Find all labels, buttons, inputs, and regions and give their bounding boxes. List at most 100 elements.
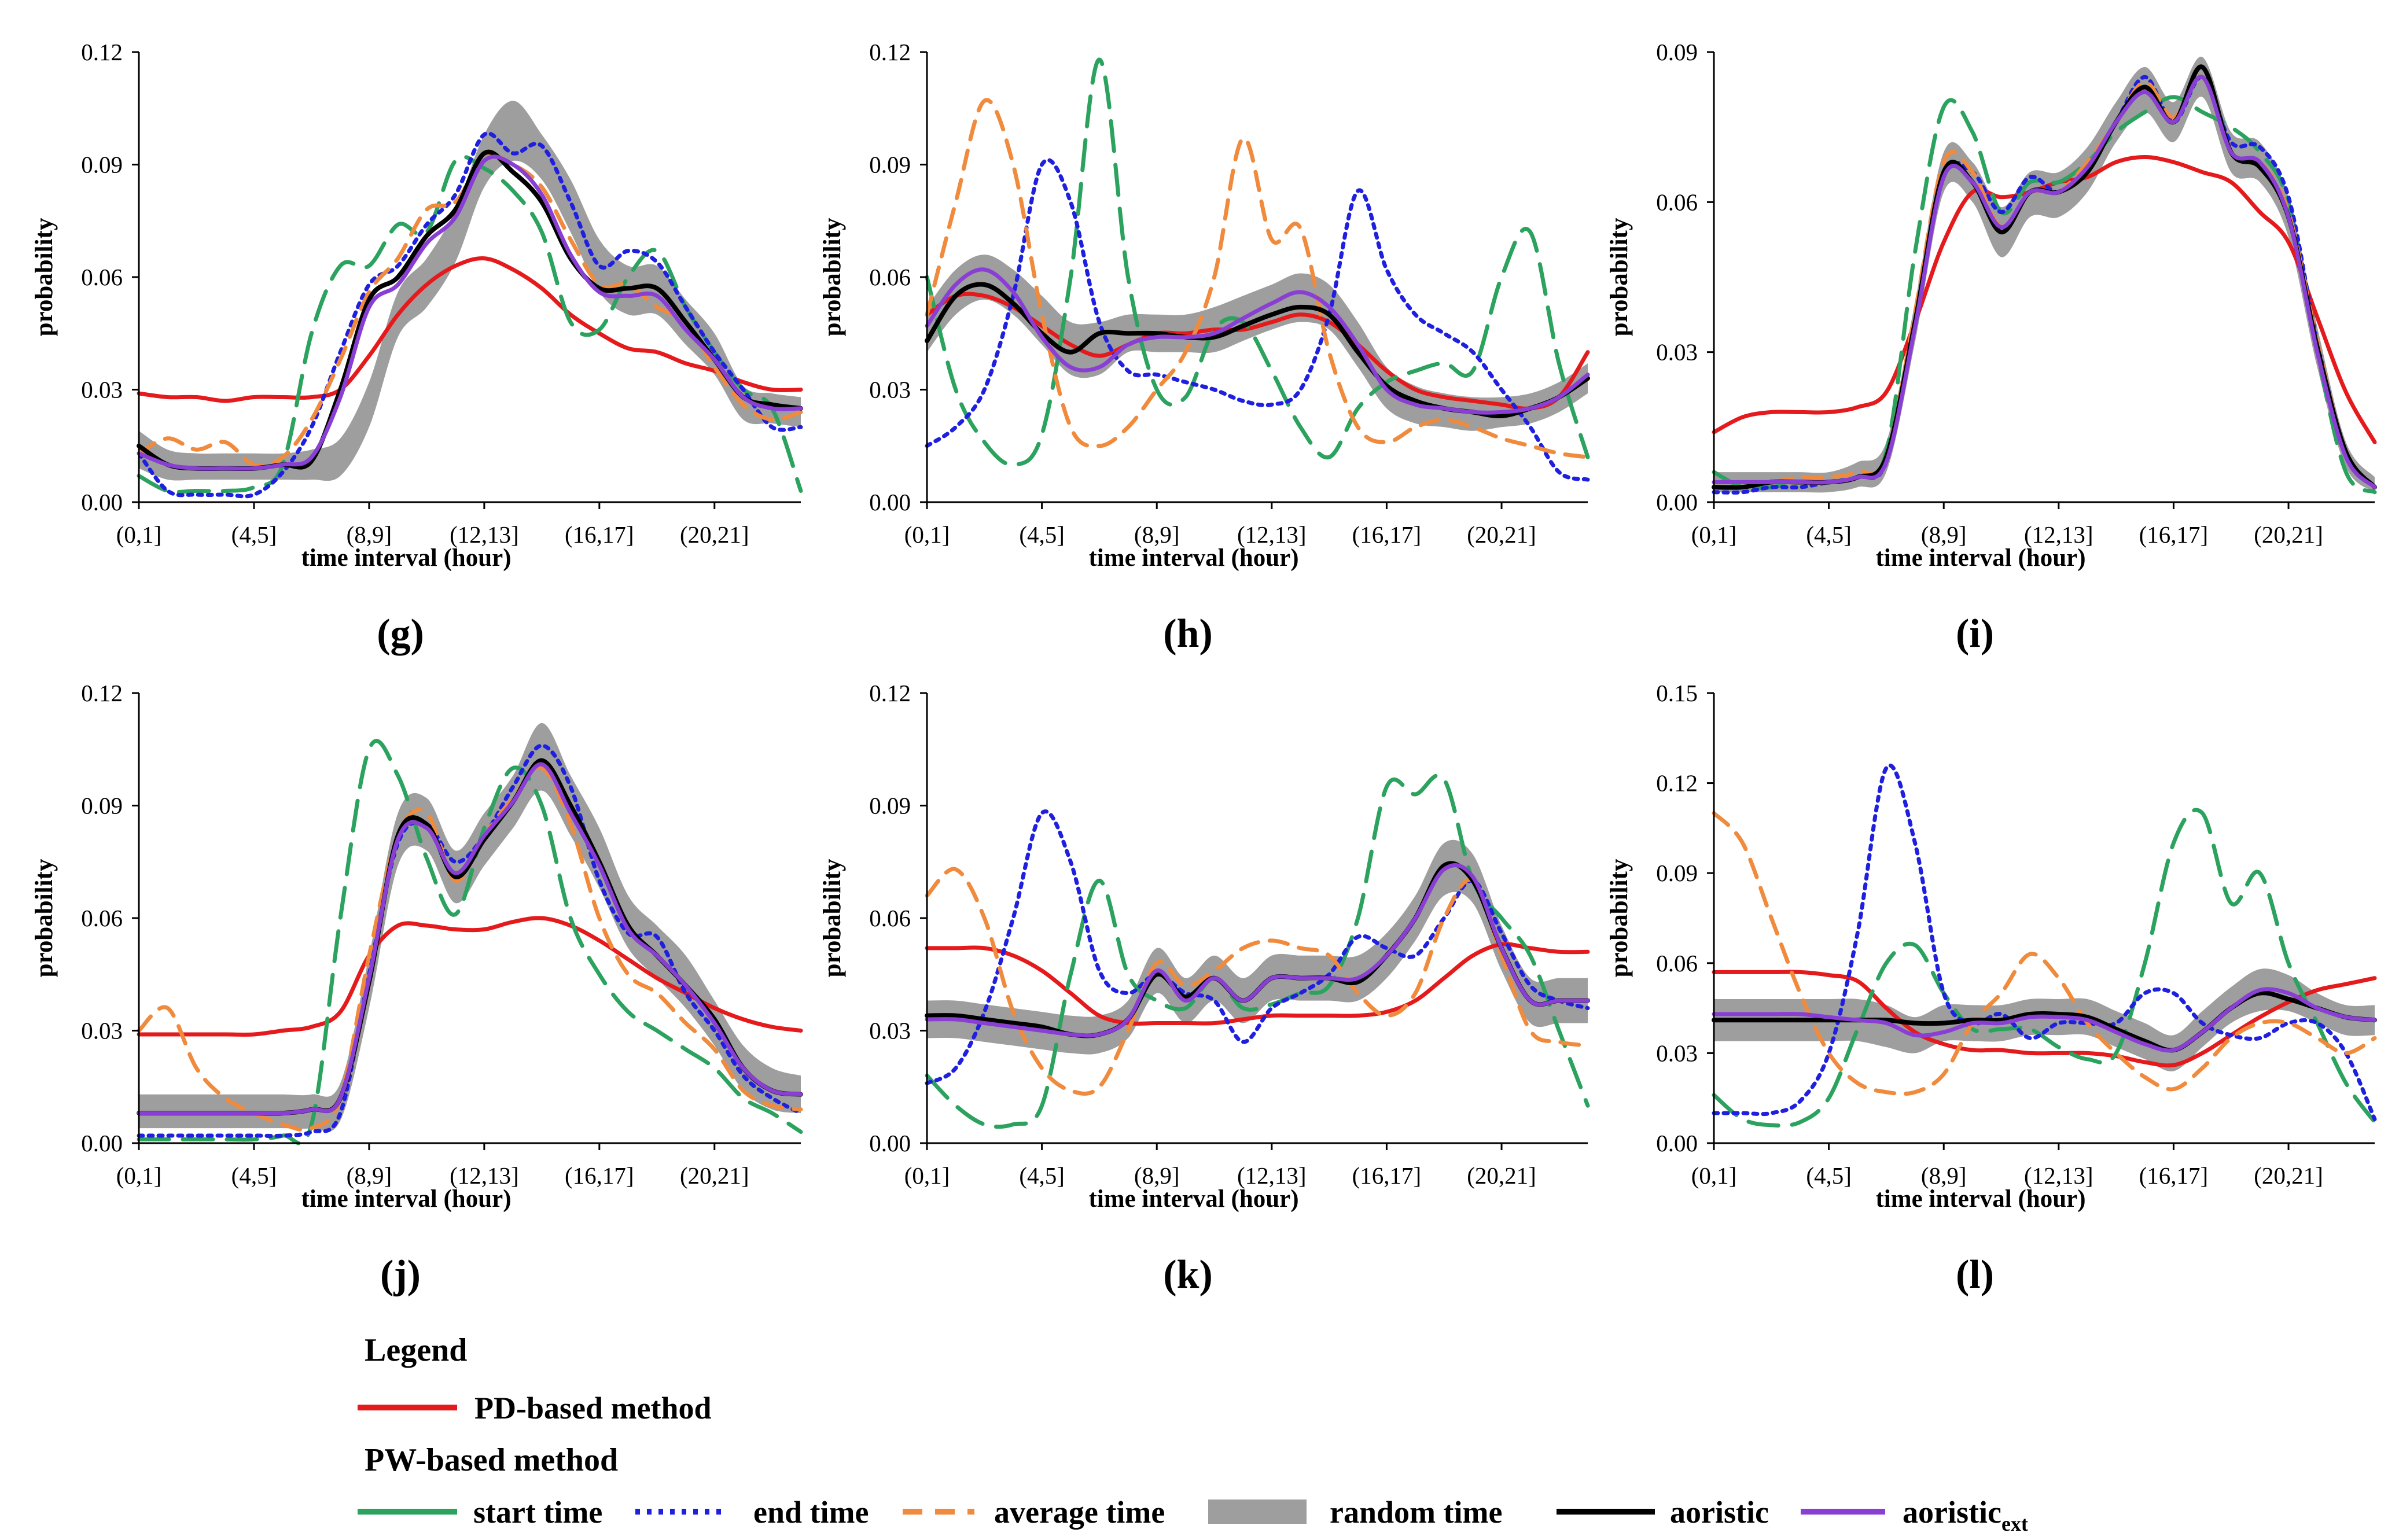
x-tick-label: (20,21]: [1467, 521, 1536, 548]
x-tick-label: (0,1]: [116, 1162, 162, 1189]
series-line-pd: [925, 942, 1590, 1026]
series-line-aoristic-ext: [925, 863, 1590, 1038]
series-line-pd: [925, 292, 1590, 411]
x-tick-label: (16,17]: [565, 521, 634, 548]
y-tick-label: 0.12: [81, 680, 123, 706]
x-axis-title: time interval (hour): [1875, 1185, 2085, 1213]
legend: Legend PD-based method PW-based method s…: [358, 1332, 2028, 1535]
x-tick-label: (12,13]: [1237, 521, 1307, 548]
x-tick-label: (8,9]: [347, 521, 392, 548]
panel-letter: (i): [1956, 611, 1994, 656]
y-tick-label: 0.06: [869, 264, 911, 290]
x-tick-label: (12,13]: [2024, 1162, 2093, 1189]
y-axis-title: probability: [31, 218, 58, 336]
x-tick-label: (20,21]: [1467, 1162, 1536, 1189]
y-tick-label: 0.12: [81, 39, 123, 65]
series-random-time-band: [1714, 968, 2375, 1071]
x-tick-label: (0,1]: [904, 521, 950, 548]
y-tick-label: 0.00: [1656, 489, 1698, 515]
legend-label-random: random time: [1330, 1495, 1502, 1530]
legend-label-aoristic-ext: aoristicext: [1903, 1495, 2028, 1535]
x-axis-title: time interval (hour): [1088, 1185, 1298, 1213]
legend-swatch-random: [1208, 1500, 1307, 1524]
y-tick-label: 0.03: [1656, 339, 1698, 366]
x-tick-label: (4,5]: [1806, 1162, 1852, 1189]
x-tick-label: (16,17]: [565, 1162, 634, 1189]
x-tick-label: (12,13]: [450, 521, 519, 548]
x-tick-label: (16,17]: [2139, 1162, 2209, 1189]
y-axis-title: probability: [31, 859, 58, 977]
series-line-aoristic: [1712, 990, 2377, 1053]
series-line-aoristic-ext: [137, 762, 803, 1116]
legend-label-aoristic-ext-sub: ext: [2001, 1512, 2028, 1535]
series-random-time-band: [927, 839, 1588, 1055]
y-tick-label: 0.03: [1656, 1040, 1698, 1066]
x-tick-label: (20,21]: [680, 1162, 749, 1189]
x-tick-label: (20,21]: [680, 521, 749, 548]
y-axis-title: probability: [819, 859, 846, 977]
y-tick-label: 0.00: [869, 489, 911, 515]
series-line-pd: [1712, 155, 2377, 444]
y-tick-label: 0.09: [869, 793, 911, 819]
y-tick-label: 0.06: [81, 905, 123, 931]
y-tick-label: 0.06: [1656, 950, 1698, 977]
series-line-pd: [1712, 970, 2377, 1068]
panel-letter: (k): [1163, 1252, 1213, 1297]
x-tick-label: (12,13]: [450, 1162, 519, 1189]
x-tick-label: (4,5]: [231, 1162, 277, 1189]
series-line-avg: [925, 867, 1590, 1096]
series-line-avg: [1712, 811, 2377, 1096]
chart-panels: 0.00 0.03 0.06 0.09 0.12 (0,1] (4,5] (8,9] (12,1…: [31, 39, 2377, 1297]
x-tick-label: (4,5]: [1019, 521, 1065, 548]
y-tick-label: 0.00: [869, 1130, 911, 1156]
x-tick-label: (20,21]: [2254, 1162, 2323, 1189]
x-tick-label: (4,5]: [1019, 1162, 1065, 1189]
panel-letter: (g): [377, 611, 424, 656]
legend-label-end: end time: [753, 1495, 869, 1530]
chart-panel: 0.00 0.03 0.06 0.09 0.12 (0,1] (4,5] (8,9] (12,1…: [819, 680, 1590, 1297]
legend-label-aoristic-ext-main: aoristic: [1903, 1495, 2001, 1530]
legend-pw-heading: PW-based method: [365, 1442, 618, 1478]
series-line-pd: [137, 256, 803, 403]
chart-panel: 0.00 0.03 0.06 0.09 0.12 0.15 (0,1] (4,5] (8,9] (…: [1606, 680, 2377, 1297]
y-tick-label: 0.09: [81, 152, 123, 178]
x-tick-label: (16,17]: [2139, 521, 2209, 548]
y-tick-label: 0.09: [869, 152, 911, 178]
y-tick-label: 0.00: [81, 489, 123, 515]
x-tick-label: (0,1]: [904, 1162, 950, 1189]
y-tick-label: 0.03: [869, 1018, 911, 1044]
legend-label-aoristic: aoristic: [1670, 1495, 1769, 1530]
x-tick-label: (0,1]: [116, 521, 162, 548]
chart-panel: 0.00 0.03 0.06 0.09 0.12 (0,1] (4,5] (8,9] (12,1…: [31, 680, 803, 1297]
y-tick-label: 0.03: [81, 1018, 123, 1044]
x-tick-label: (8,9]: [1921, 1162, 1967, 1189]
y-tick-label: 0.00: [81, 1130, 123, 1156]
panel-letter: (h): [1163, 611, 1213, 656]
series-line-start: [1712, 808, 2377, 1128]
y-tick-label: 0.09: [1656, 39, 1698, 65]
panel-letter: (j): [380, 1252, 421, 1297]
x-tick-label: (12,13]: [1237, 1162, 1307, 1189]
series-line-aoristic-ext: [1712, 987, 2377, 1053]
series-line-end: [925, 158, 1590, 482]
x-tick-label: (8,9]: [347, 1162, 392, 1189]
y-tick-label: 0.06: [869, 905, 911, 931]
x-tick-label: (4,5]: [231, 521, 277, 548]
chart-panel: 0.00 0.03 0.06 0.09 0.12 (0,1] (4,5] (8,9] (12,1…: [819, 39, 1590, 656]
x-tick-label: (12,13]: [2024, 521, 2093, 548]
x-axis-title: time interval (hour): [301, 1185, 511, 1213]
series-line-end: [1712, 763, 2377, 1121]
x-tick-label: (8,9]: [1921, 521, 1967, 548]
x-tick-label: (0,1]: [1691, 1162, 1737, 1189]
y-tick-label: 0.12: [869, 39, 911, 65]
series-line-start: [925, 57, 1590, 467]
x-tick-label: (4,5]: [1806, 521, 1852, 548]
legend-label-start: start time: [473, 1495, 602, 1530]
x-tick-label: (8,9]: [1134, 521, 1180, 548]
series-line-aoristic-ext: [1712, 75, 2377, 489]
y-axis-title: probability: [1606, 218, 1633, 336]
series-line-pd: [137, 916, 803, 1037]
x-tick-label: (20,21]: [2254, 521, 2323, 548]
series-line-avg: [925, 98, 1590, 459]
